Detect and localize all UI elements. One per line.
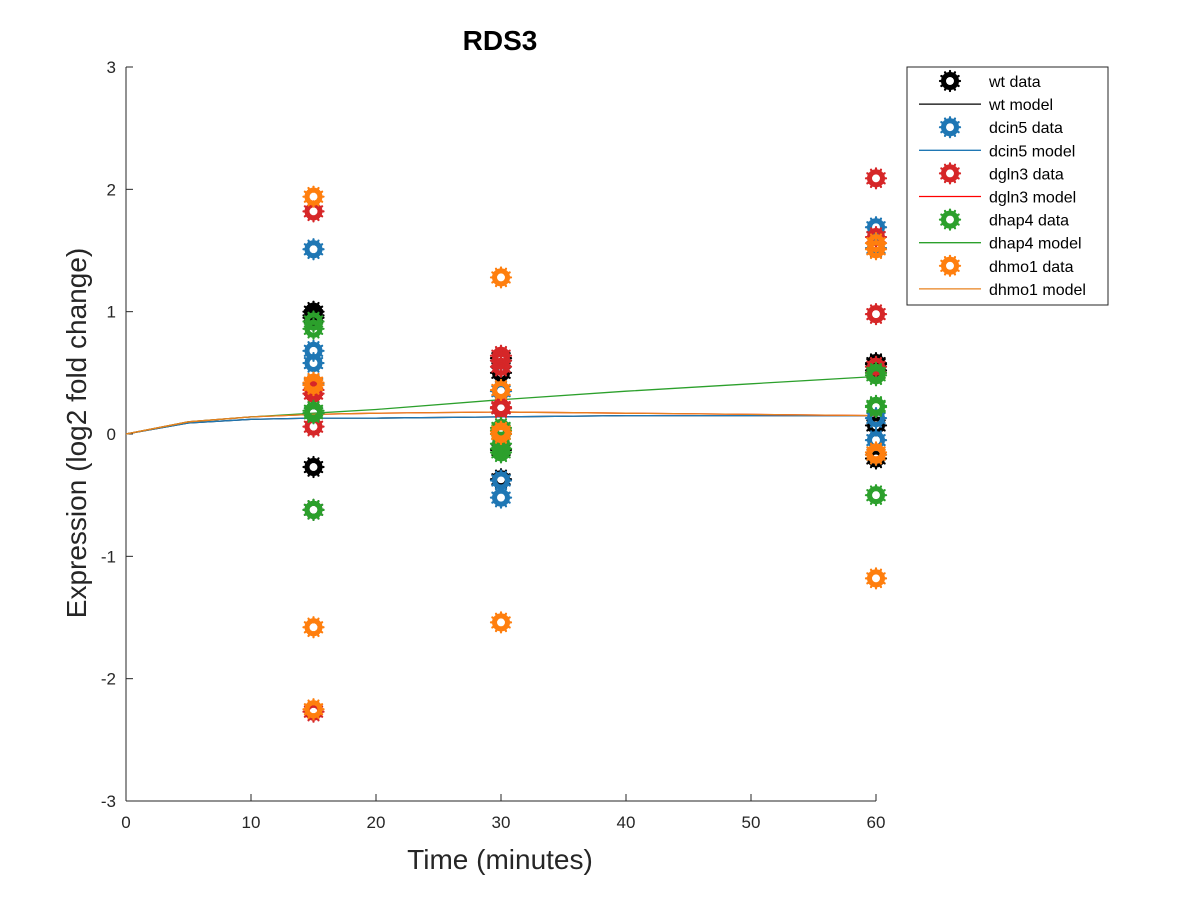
dhap4-data-point (302, 402, 325, 425)
dhap4-data-point (864, 484, 888, 507)
data-markers (302, 167, 888, 723)
legend-dgln3-data-marker (938, 162, 962, 185)
dcin5-model-line (125, 414, 876, 435)
x-axis-label: Time (minutes) (407, 844, 593, 875)
dhmo1-data-point (489, 266, 513, 289)
y-tick-label: 2 (107, 180, 116, 199)
dhap4-data-point (864, 361, 888, 384)
dhmo1-data-point (864, 567, 888, 590)
x-tick-label: 0 (121, 813, 130, 832)
dhap4-data-point (489, 441, 513, 464)
legend-dgln3-data-label: dgln3 data (989, 166, 1064, 183)
x-tick-label: 60 (867, 813, 886, 832)
x-tick-label: 30 (492, 813, 511, 832)
legend-dcin5-data-label: dcin5 data (989, 120, 1063, 137)
dhmo1-data-point (489, 378, 513, 402)
legend-wt-data-marker (938, 69, 962, 93)
legend-wt-model-label: wt model (988, 97, 1053, 114)
dhmo1-data-point (302, 373, 325, 397)
dhmo1-data-point (489, 611, 513, 634)
x-tick-label: 10 (242, 813, 261, 832)
y-axis-label: Expression (log2 fold change) (61, 248, 92, 618)
dgln3-data-point (864, 167, 888, 190)
legend-dhmo1-model-label: dhmo1 model (989, 282, 1086, 299)
dhap4-data-point (302, 498, 325, 521)
dgln3-data-point (489, 397, 513, 420)
dcin5-data-point (489, 486, 513, 509)
y-tick-label: 3 (107, 58, 116, 77)
y-tick-label: -3 (101, 792, 116, 811)
legend-dhap4-data-marker (938, 208, 962, 231)
dhap4-data-point (864, 395, 888, 419)
x-tick-label: 40 (617, 813, 636, 832)
model-lines (125, 375, 877, 435)
legend-dhap4-model-label: dhap4 model (989, 236, 1082, 253)
y-tick-label: -1 (101, 547, 116, 566)
chart-title: RDS3 (463, 25, 538, 56)
dgln3-data-point (489, 355, 513, 378)
wt-data-point (302, 455, 325, 479)
x-tick-label: 50 (742, 813, 761, 832)
axes: 0 10 20 30 40 50 60 -3 -2 -1 0 1 2 3 (101, 58, 886, 832)
dhmo1-model-line (125, 411, 877, 435)
dgln3-data-point (864, 303, 888, 326)
dhap4-data-point (302, 317, 325, 340)
dcin5-data-point (302, 238, 325, 261)
dhmo1-data-point (489, 420, 513, 443)
legend-dhmo1-data-marker (938, 254, 962, 277)
legend-dcin5-data-marker (938, 116, 962, 139)
y-tick-label: 0 (107, 425, 116, 444)
dcin5-data-point (302, 351, 325, 375)
dhmo1-data-point (864, 443, 888, 466)
dhmo1-data-point (302, 698, 325, 721)
y-tick-label: -2 (101, 670, 116, 689)
legend-wt-data-label: wt data (988, 74, 1041, 91)
y-tick-label: 1 (107, 303, 116, 322)
dhmo1-data-point (864, 238, 888, 261)
legend-dgln3-model-label: dgln3 model (989, 190, 1076, 207)
legend-dhap4-data-label: dhap4 data (989, 213, 1069, 230)
legend-dhmo1-data-label: dhmo1 data (989, 259, 1074, 276)
legend: wt data wt model dcin5 data dcin5 model dgln… (906, 66, 1109, 306)
legend-dcin5-model-label: dcin5 model (989, 143, 1075, 160)
x-tick-label: 20 (367, 813, 386, 832)
dhmo1-data-point (302, 616, 325, 639)
dhmo1-data-point (302, 185, 325, 208)
